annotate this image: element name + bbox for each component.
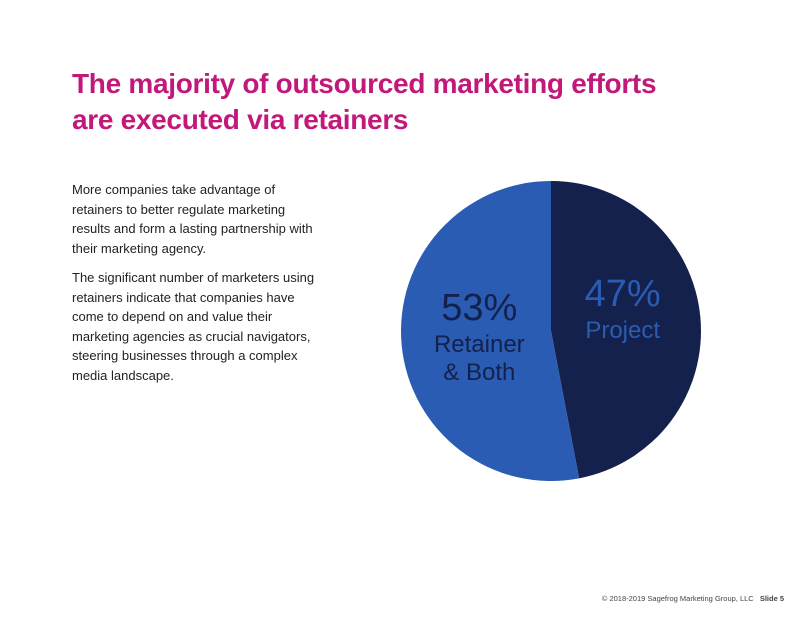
copyright-text: © 2018-2019 Sagefrog Marketing Group, LL… bbox=[601, 594, 754, 603]
slice-label-project: Project bbox=[585, 317, 660, 344]
pie-slice-retainer bbox=[400, 181, 580, 481]
slice-label-2-retainer: & Both bbox=[443, 359, 515, 386]
footer: © 2018-2019 Sagefrog Marketing Group, LL… bbox=[602, 594, 784, 603]
paragraph-1: More companies take advantage of retaine… bbox=[72, 182, 313, 256]
title-line-2: are executed via retainers bbox=[72, 104, 409, 135]
slide-number: Slide 5 bbox=[759, 594, 784, 603]
pie-chart: 53% Retainer & Both 47% Project bbox=[395, 175, 707, 487]
body-text: More companies take advantage of retaine… bbox=[72, 180, 322, 395]
paragraph-2: The significant number of marketers usin… bbox=[72, 270, 315, 383]
title-line-1: The majority of outsourced marketing eff… bbox=[72, 68, 657, 99]
page-title: The majority of outsourced marketing eff… bbox=[72, 66, 712, 138]
slice-label-retainer: Retainer bbox=[434, 331, 525, 358]
slice-percent-project: 47% bbox=[585, 273, 661, 315]
pie-slice-project bbox=[551, 181, 701, 479]
pie-chart-svg: 53%Retainer& Both 47%Project bbox=[400, 181, 701, 481]
slice-percent-retainer: 53% bbox=[441, 287, 517, 329]
